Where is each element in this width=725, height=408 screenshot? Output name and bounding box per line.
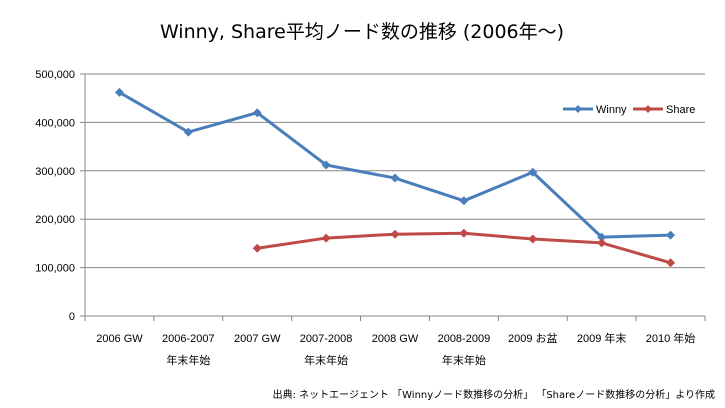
y-tick-label: 0 <box>69 311 75 323</box>
data-point-winny <box>528 167 538 177</box>
data-point-share <box>459 228 469 238</box>
y-tick-label: 500,000 <box>35 69 75 81</box>
x-tick-label: 2010 年始 <box>646 331 696 345</box>
data-point-winny <box>321 160 331 170</box>
chart-title: Winny, Share平均ノード数の推移 (2006年～) <box>160 21 564 43</box>
x-tick-label: 年末年始 <box>442 353 486 367</box>
gridlines <box>85 73 705 269</box>
y-tick-label: 100,000 <box>35 263 75 275</box>
x-tick-label: 2006 GW <box>96 333 143 345</box>
legend: Winny Share <box>563 104 695 116</box>
x-tick-label: 年末年始 <box>166 353 210 367</box>
data-point-winny <box>597 232 607 242</box>
x-tick-label: 2008 GW <box>372 333 419 345</box>
data-point-share <box>666 258 676 268</box>
y-tick-label: 400,000 <box>35 117 75 129</box>
data-point-share <box>597 238 607 248</box>
x-tick-label: 2007 GW <box>234 333 281 345</box>
data-point-winny <box>666 230 676 240</box>
data-point-share <box>528 234 538 244</box>
y-tick-label: 300,000 <box>35 166 75 178</box>
x-axis-ticks: 2006 GW 2006-2007 年末年始 2007 GW 2007-2008 年末年始… <box>84 316 706 367</box>
legend-marker-share <box>644 105 652 113</box>
legend-marker-winny <box>574 105 582 113</box>
legend-label-share: Share <box>666 104 695 116</box>
data-point-winny <box>459 196 469 206</box>
x-tick-label: 2008-2009 <box>438 333 491 345</box>
x-tick-label: 2009 お盆 <box>508 331 558 345</box>
data-point-share <box>252 243 262 253</box>
x-tick-label: 2007-2008 <box>300 333 353 345</box>
series-line-winny <box>118 91 671 239</box>
series-group <box>114 87 676 268</box>
source-note: 出典: ネットエージェント 「Winnyノード数推移の分析」 「Shareノード… <box>273 388 715 401</box>
data-point-winny <box>252 108 262 118</box>
x-tick-label: 2009 年末 <box>577 331 627 345</box>
y-axis-ticks: 0 100,000 200,000 300,000 400,000 500,000 <box>35 69 85 323</box>
x-tick-label: 2006-2007 <box>162 333 215 345</box>
data-point-share <box>321 233 331 243</box>
legend-label-winny: Winny <box>596 104 627 116</box>
data-point-winny <box>183 127 193 137</box>
x-tick-label: 年末年始 <box>304 353 348 367</box>
data-point-share <box>390 229 400 239</box>
data-point-winny <box>114 87 124 97</box>
y-tick-label: 200,000 <box>35 214 75 226</box>
data-point-winny <box>390 173 400 183</box>
